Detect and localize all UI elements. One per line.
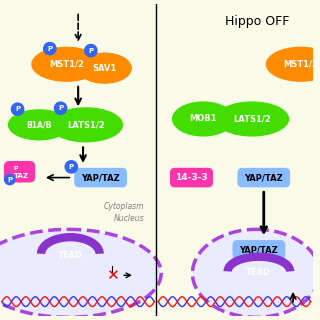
Text: ✕: ✕ [106, 268, 119, 283]
Text: B1A/B: B1A/B [26, 120, 52, 129]
Circle shape [11, 102, 24, 116]
Text: 14-3-3: 14-3-3 [175, 173, 208, 182]
Text: Nucleus: Nucleus [114, 214, 145, 223]
Ellipse shape [192, 229, 319, 317]
FancyBboxPatch shape [233, 240, 285, 260]
Text: MST1/2: MST1/2 [49, 60, 84, 69]
Text: P: P [58, 105, 63, 111]
Ellipse shape [266, 47, 320, 82]
Ellipse shape [49, 107, 123, 142]
Text: SAV1: SAV1 [92, 64, 117, 73]
Text: P: P [69, 164, 74, 170]
Text: P: P [88, 48, 93, 53]
Text: LATS1/2: LATS1/2 [233, 115, 271, 124]
Ellipse shape [215, 101, 289, 137]
Text: YAP/TAZ: YAP/TAZ [244, 173, 283, 182]
Text: Hippo OFF: Hippo OFF [225, 15, 289, 28]
FancyBboxPatch shape [237, 168, 290, 187]
Text: P: P [7, 177, 12, 182]
Circle shape [54, 101, 68, 115]
Text: YAP/TAZ: YAP/TAZ [81, 173, 120, 182]
Circle shape [4, 174, 16, 185]
Text: MOB1: MOB1 [189, 115, 217, 124]
FancyBboxPatch shape [170, 168, 213, 187]
Ellipse shape [31, 47, 101, 82]
Ellipse shape [77, 52, 132, 84]
Circle shape [64, 160, 78, 174]
Text: YAP/TAZ: YAP/TAZ [239, 245, 278, 254]
Ellipse shape [172, 101, 235, 137]
Ellipse shape [8, 109, 70, 140]
Text: LATS1/2: LATS1/2 [67, 120, 105, 129]
Text: TEAD: TEAD [246, 268, 271, 277]
Text: Cytoplasm: Cytoplasm [104, 202, 145, 212]
Text: TAZ: TAZ [14, 172, 29, 179]
Text: p: p [13, 165, 18, 170]
Text: P: P [47, 46, 52, 52]
FancyBboxPatch shape [74, 168, 127, 187]
Circle shape [43, 42, 57, 55]
Text: MST1/2: MST1/2 [284, 60, 318, 69]
Text: P: P [15, 106, 20, 112]
FancyBboxPatch shape [4, 161, 35, 182]
Circle shape [84, 44, 98, 57]
Text: TEAD: TEAD [58, 251, 83, 260]
Ellipse shape [0, 229, 161, 317]
